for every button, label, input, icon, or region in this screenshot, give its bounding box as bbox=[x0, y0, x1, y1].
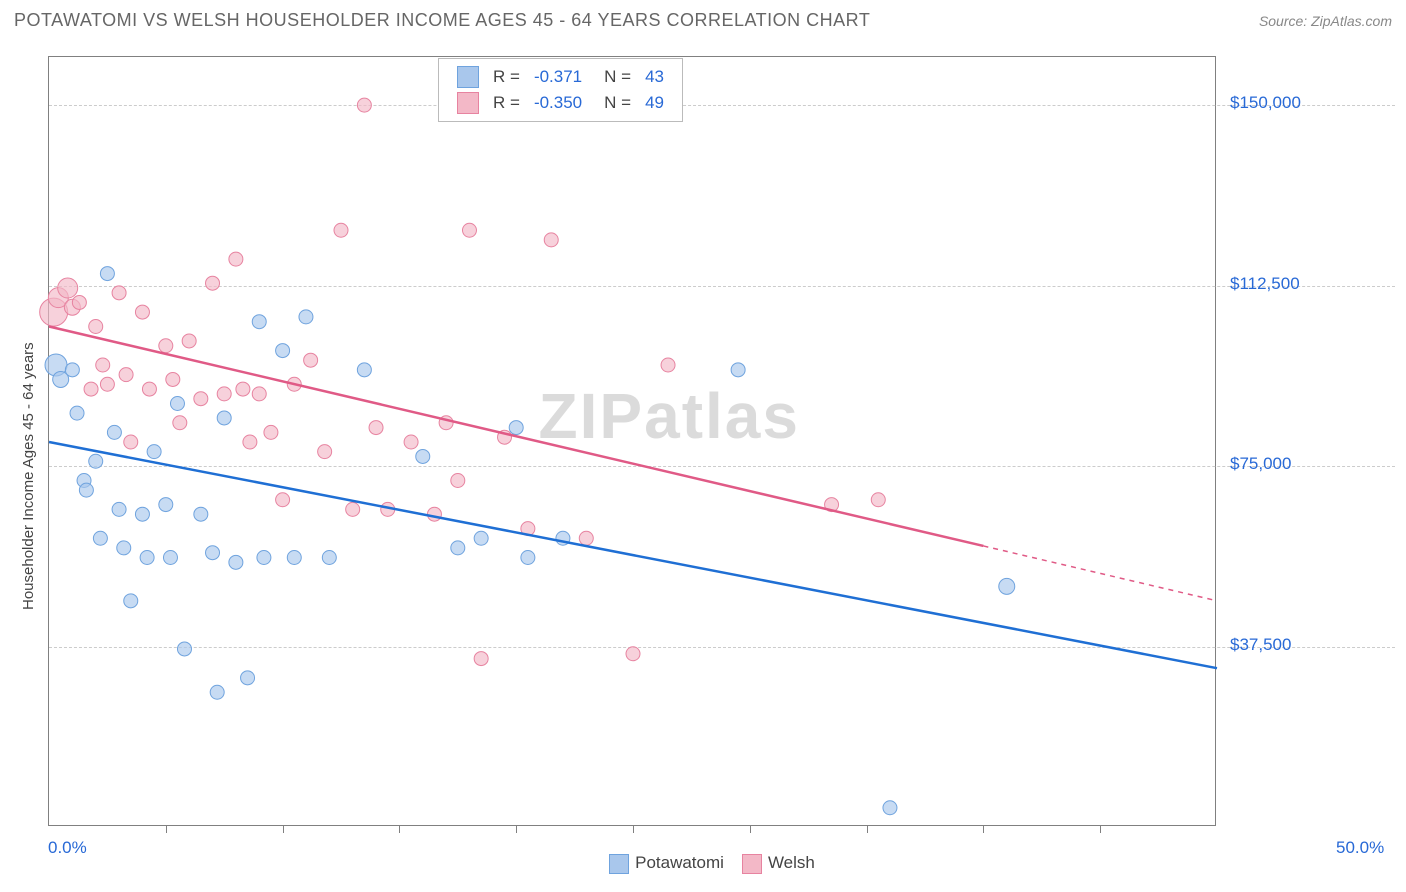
data-point bbox=[163, 551, 177, 565]
data-point bbox=[166, 372, 180, 386]
data-point bbox=[112, 502, 126, 516]
data-point bbox=[243, 435, 257, 449]
data-point bbox=[79, 483, 93, 497]
chart-title: POTAWATOMI VS WELSH HOUSEHOLDER INCOME A… bbox=[14, 10, 870, 31]
data-point bbox=[264, 425, 278, 439]
data-point bbox=[369, 421, 383, 435]
header: POTAWATOMI VS WELSH HOUSEHOLDER INCOME A… bbox=[0, 0, 1406, 37]
data-point bbox=[182, 334, 196, 348]
data-point bbox=[112, 286, 126, 300]
data-point bbox=[100, 377, 114, 391]
data-point bbox=[72, 295, 86, 309]
data-point bbox=[999, 578, 1015, 594]
data-point bbox=[229, 555, 243, 569]
data-point bbox=[318, 445, 332, 459]
data-point bbox=[206, 276, 220, 290]
data-point bbox=[70, 406, 84, 420]
data-point bbox=[124, 435, 138, 449]
data-point bbox=[276, 493, 290, 507]
data-point bbox=[236, 382, 250, 396]
data-point bbox=[217, 411, 231, 425]
data-point bbox=[135, 507, 149, 521]
data-point bbox=[626, 647, 640, 661]
data-point bbox=[173, 416, 187, 430]
data-point bbox=[58, 278, 78, 298]
data-point bbox=[404, 435, 418, 449]
legend-label: Potawatomi bbox=[635, 853, 724, 872]
x-max-label: 50.0% bbox=[1336, 838, 1384, 858]
data-point bbox=[299, 310, 313, 324]
data-point bbox=[229, 252, 243, 266]
data-point bbox=[93, 531, 107, 545]
data-point bbox=[124, 594, 138, 608]
data-point bbox=[427, 507, 441, 521]
data-point bbox=[509, 421, 523, 435]
data-point bbox=[89, 454, 103, 468]
data-point bbox=[451, 474, 465, 488]
data-point bbox=[731, 363, 745, 377]
data-point bbox=[89, 320, 103, 334]
regression-line-dashed bbox=[983, 546, 1217, 601]
data-point bbox=[107, 425, 121, 439]
y-axis-label: Householder Income Ages 45 - 64 years bbox=[20, 343, 37, 611]
data-point bbox=[194, 507, 208, 521]
data-point bbox=[276, 344, 290, 358]
data-point bbox=[159, 498, 173, 512]
y-tick-label: $112,500 bbox=[1230, 274, 1300, 294]
data-point bbox=[334, 223, 348, 237]
data-point bbox=[661, 358, 675, 372]
data-point bbox=[252, 387, 266, 401]
data-point bbox=[883, 801, 897, 815]
data-point bbox=[357, 98, 371, 112]
data-point bbox=[257, 551, 271, 565]
data-point bbox=[135, 305, 149, 319]
data-point bbox=[117, 541, 131, 555]
data-point bbox=[206, 546, 220, 560]
data-point bbox=[65, 363, 79, 377]
data-point bbox=[217, 387, 231, 401]
data-point bbox=[252, 315, 266, 329]
data-point bbox=[119, 368, 133, 382]
data-point bbox=[871, 493, 885, 507]
regression-line bbox=[49, 327, 983, 546]
data-point bbox=[544, 233, 558, 247]
data-point bbox=[159, 339, 173, 353]
regression-line bbox=[49, 442, 1217, 668]
data-point bbox=[100, 267, 114, 281]
data-point bbox=[241, 671, 255, 685]
legend-table: R =-0.371N =43R =-0.350N =49 bbox=[449, 63, 672, 117]
series-legend: Potawatomi Welsh bbox=[0, 853, 1406, 874]
data-point bbox=[322, 551, 336, 565]
data-point bbox=[451, 541, 465, 555]
data-point bbox=[416, 449, 430, 463]
y-tick-label: $150,000 bbox=[1230, 93, 1301, 113]
data-point bbox=[147, 445, 161, 459]
x-min-label: 0.0% bbox=[48, 838, 87, 858]
data-point bbox=[474, 531, 488, 545]
y-tick-label: $75,000 bbox=[1230, 454, 1291, 474]
correlation-legend: R =-0.371N =43R =-0.350N =49 bbox=[438, 58, 683, 122]
data-point bbox=[84, 382, 98, 396]
data-point bbox=[142, 382, 156, 396]
data-point bbox=[210, 685, 224, 699]
y-tick-label: $37,500 bbox=[1230, 635, 1291, 655]
data-point bbox=[194, 392, 208, 406]
data-point bbox=[287, 551, 301, 565]
data-point bbox=[170, 397, 184, 411]
plot-area bbox=[48, 56, 1216, 826]
data-point bbox=[579, 531, 593, 545]
legend-swatch bbox=[742, 854, 762, 874]
data-point bbox=[140, 551, 154, 565]
data-point bbox=[357, 363, 371, 377]
source-label: Source: ZipAtlas.com bbox=[1259, 13, 1392, 29]
data-point bbox=[96, 358, 110, 372]
legend-label: Welsh bbox=[768, 853, 815, 872]
legend-swatch bbox=[609, 854, 629, 874]
data-point bbox=[521, 551, 535, 565]
data-point bbox=[304, 353, 318, 367]
data-point bbox=[474, 652, 488, 666]
data-point bbox=[346, 502, 360, 516]
data-point bbox=[462, 223, 476, 237]
data-point bbox=[177, 642, 191, 656]
